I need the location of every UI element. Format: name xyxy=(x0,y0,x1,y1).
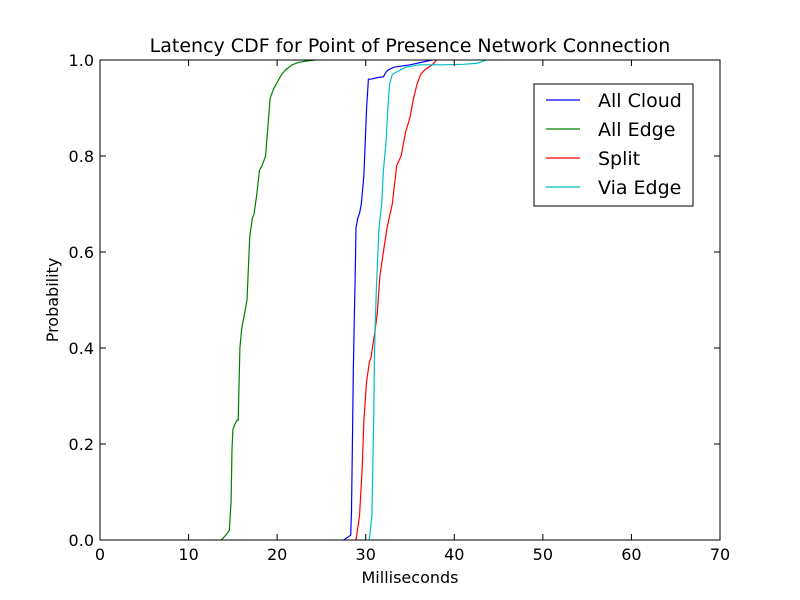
legend-box xyxy=(533,83,694,207)
y-axis-label: Probability xyxy=(43,258,62,343)
y-tick-label: 0.4 xyxy=(69,339,94,358)
legend-label: All Cloud xyxy=(598,90,682,112)
x-tick-label: 30 xyxy=(356,545,376,564)
series-line-all-edge xyxy=(220,59,316,541)
x-tick-label: 10 xyxy=(178,545,198,564)
legend-label: All Edge xyxy=(598,119,675,141)
series-line-all-cloud xyxy=(343,59,433,541)
series-line-split xyxy=(355,59,438,541)
chart-title: Latency CDF for Point of Presence Networ… xyxy=(150,35,671,57)
plot-area xyxy=(220,59,487,541)
y-tick-label: 0.0 xyxy=(69,531,94,550)
x-tick-label: 50 xyxy=(533,545,553,564)
y-tick-label: 0.6 xyxy=(69,243,94,262)
x-axis-label: Milliseconds xyxy=(362,568,459,587)
legend-label: Split xyxy=(598,148,640,170)
y-tick-label: 0.8 xyxy=(69,147,94,166)
x-tick-label: 40 xyxy=(444,545,464,564)
y-tick-label: 1.0 xyxy=(69,51,94,70)
x-tick-label: 60 xyxy=(621,545,641,564)
x-tick-label: 20 xyxy=(267,545,287,564)
x-axis-ticks: 0 10 20 30 40 50 60 70 xyxy=(95,60,730,564)
x-tick-label: 0 xyxy=(95,545,105,564)
plot-frame xyxy=(99,59,721,541)
x-tick-label: 70 xyxy=(710,545,730,564)
legend: All Cloud All Edge Split Via Edge xyxy=(533,83,694,207)
y-tick-label: 0.2 xyxy=(69,435,94,454)
legend-label: Via Edge xyxy=(598,177,681,199)
series-line-via-edge xyxy=(368,59,487,541)
y-axis-ticks: 0.0 0.2 0.4 0.6 0.8 1.0 xyxy=(69,51,720,550)
